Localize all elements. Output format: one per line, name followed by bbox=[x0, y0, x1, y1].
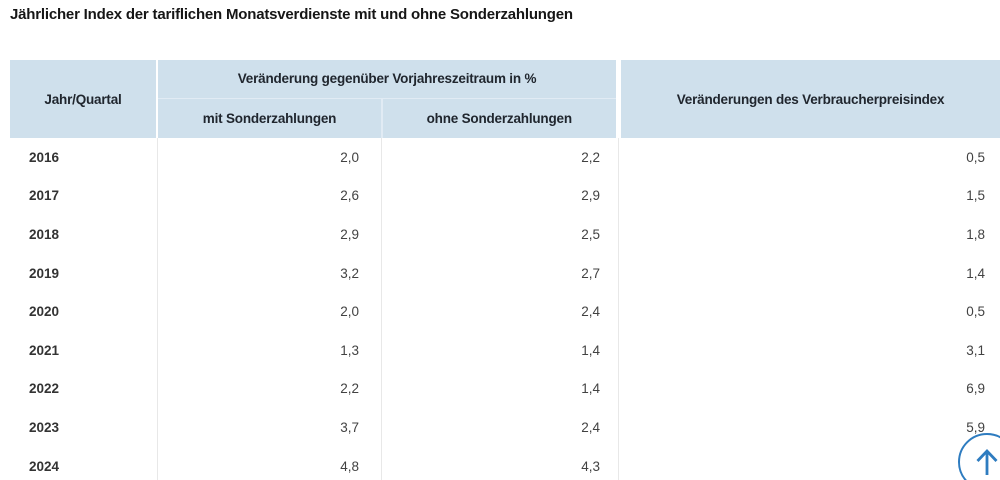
year-cell: 2020 bbox=[29, 304, 60, 320]
year-cell: 2019 bbox=[29, 265, 60, 281]
header-group-title: Veränderung gegenüber Vorjahreszeitraum … bbox=[158, 60, 616, 98]
value-with-cell: 2,9 bbox=[340, 226, 359, 242]
value-with-cell: 3,2 bbox=[340, 265, 359, 281]
table-body: 2016 2,0 2,2 0,5 2017 2,6 2,9 1,5 2018 2… bbox=[10, 138, 1000, 480]
page-title: Jährlicher Index der tariflichen Monatsv… bbox=[10, 6, 573, 23]
table-row: 2019 3,2 2,7 1,4 bbox=[10, 254, 1000, 293]
arrow-up-icon bbox=[973, 446, 1000, 478]
value-with-cell: 2,6 bbox=[340, 188, 359, 204]
scroll-to-top-button[interactable] bbox=[958, 433, 1000, 480]
value-vpi-cell: 0,5 bbox=[966, 149, 985, 165]
column-separator bbox=[156, 138, 158, 480]
header-without-special-payments: ohne Sonderzahlungen bbox=[382, 99, 616, 138]
table-row: 2018 2,9 2,5 1,8 bbox=[10, 215, 1000, 254]
value-without-cell: 2,4 bbox=[581, 419, 600, 435]
year-cell: 2024 bbox=[29, 458, 60, 474]
value-without-cell: 2,2 bbox=[581, 149, 600, 165]
year-cell: 2022 bbox=[29, 381, 60, 397]
value-with-cell: 3,7 bbox=[340, 419, 359, 435]
value-with-cell: 2,0 bbox=[340, 149, 359, 165]
year-cell: 2021 bbox=[29, 342, 60, 358]
table-row: 2017 2,6 2,9 1,5 bbox=[10, 177, 1000, 216]
header-gap bbox=[616, 60, 621, 138]
value-without-cell: 1,4 bbox=[581, 342, 600, 358]
column-separator bbox=[617, 138, 619, 480]
table-row: 2016 2,0 2,2 0,5 bbox=[10, 138, 1000, 177]
table-row: 2021 1,3 1,4 3,1 bbox=[10, 331, 1000, 370]
header-sub-divider bbox=[381, 99, 383, 138]
header-group-divider bbox=[158, 97, 616, 99]
year-cell: 2018 bbox=[29, 226, 60, 242]
value-with-cell: 2,0 bbox=[340, 304, 359, 320]
table-row: 2022 2,2 1,4 6,9 bbox=[10, 370, 1000, 409]
year-cell: 2023 bbox=[29, 419, 60, 435]
year-cell: 2017 bbox=[29, 188, 60, 204]
value-without-cell: 2,9 bbox=[581, 188, 600, 204]
value-vpi-cell: 1,5 bbox=[966, 188, 985, 204]
header-with-special-payments: mit Sonderzahlungen bbox=[158, 99, 381, 138]
value-vpi-cell: 3,1 bbox=[966, 342, 985, 358]
header-year-quarter: Jahr/Quartal bbox=[10, 60, 156, 138]
value-without-cell: 1,4 bbox=[581, 381, 600, 397]
value-vpi-cell: 0,5 bbox=[966, 304, 985, 320]
value-with-cell: 4,8 bbox=[340, 458, 359, 474]
column-separator bbox=[380, 138, 382, 480]
header-group-change-vs-prior-year: Veränderung gegenüber Vorjahreszeitraum … bbox=[158, 60, 616, 138]
value-vpi-cell: 6,9 bbox=[966, 381, 985, 397]
value-without-cell: 4,3 bbox=[581, 458, 600, 474]
header-consumer-price-index: Veränderungen des Verbraucherpreisindex bbox=[621, 60, 1000, 138]
value-without-cell: 2,5 bbox=[581, 226, 600, 242]
header-divider bbox=[156, 60, 158, 138]
table-header: Jahr/Quartal Veränderung gegenüber Vorja… bbox=[10, 60, 1000, 138]
value-vpi-cell: 1,4 bbox=[966, 265, 985, 281]
header-sub-row: mit Sonderzahlungen ohne Sonderzahlungen bbox=[158, 99, 616, 138]
value-with-cell: 1,3 bbox=[340, 342, 359, 358]
value-without-cell: 2,7 bbox=[581, 265, 600, 281]
table-row: 2020 2,0 2,4 0,5 bbox=[10, 292, 1000, 331]
earnings-index-table: Jahr/Quartal Veränderung gegenüber Vorja… bbox=[10, 60, 1000, 480]
value-vpi-cell: 1,8 bbox=[966, 226, 985, 242]
value-vpi-cell: 5,9 bbox=[966, 419, 985, 435]
year-cell: 2016 bbox=[29, 149, 60, 165]
table-row: 2023 3,7 2,4 5,9 bbox=[10, 408, 1000, 447]
value-without-cell: 2,4 bbox=[581, 304, 600, 320]
value-with-cell: 2,2 bbox=[340, 381, 359, 397]
table-row: 2024 4,8 4,3 bbox=[10, 447, 1000, 480]
